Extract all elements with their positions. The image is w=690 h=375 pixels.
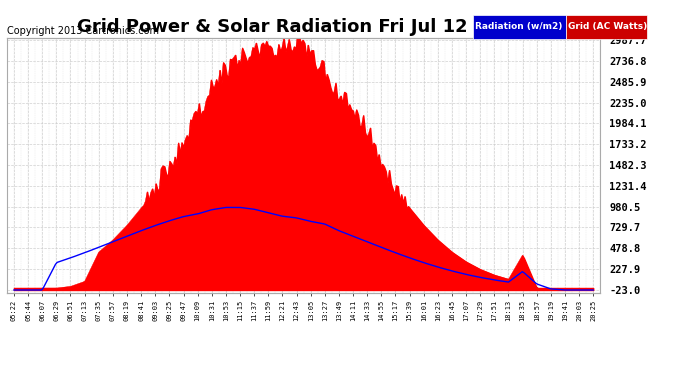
Title: Grid Power & Solar Radiation Fri Jul 12 20:32: Grid Power & Solar Radiation Fri Jul 12 … <box>77 18 531 36</box>
Text: Radiation (w/m2): Radiation (w/m2) <box>475 22 562 32</box>
Text: Copyright 2013 Cartronics.com: Copyright 2013 Cartronics.com <box>7 26 159 36</box>
Text: Grid (AC Watts): Grid (AC Watts) <box>568 22 647 32</box>
